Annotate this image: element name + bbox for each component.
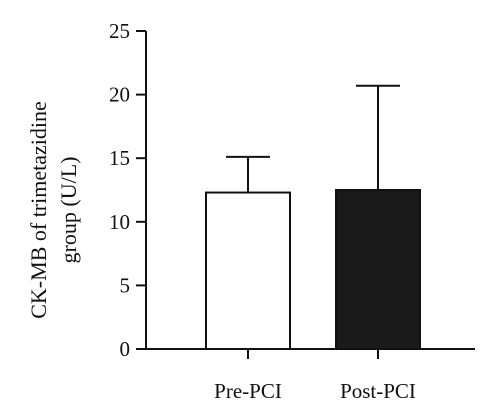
y-tick-label-10: 10 [109,210,130,234]
y-axis-title-line-1: CK-MB of trimetazidine [26,101,51,319]
bar-pre-pci [205,191,291,350]
y-tick-label-5: 5 [120,273,131,297]
y-tick-label-0: 0 [120,337,131,361]
bar-post-pci [335,189,421,350]
y-tick-label-25: 25 [109,19,130,43]
x-tick-label-pre-pci: Pre-PCI [214,379,282,403]
y-axis-title-line-2: group (U/L) [56,157,81,264]
y-tick-label-15: 15 [109,146,130,170]
plot-area: 0 5 10 15 20 25 Pre-PCI Post-PCI [109,19,475,403]
y-axis-title: CK-MB of trimetazidine group (U/L) [26,101,81,319]
x-tick-label-post-pci: Post-PCI [340,379,416,403]
y-tick-label-20: 20 [109,83,130,107]
